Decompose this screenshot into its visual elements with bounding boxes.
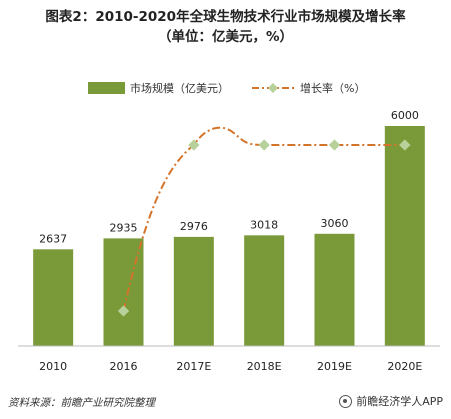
brand-logo-icon — [339, 394, 353, 408]
source-note: 资料来源：前瞻产业研究院整理 — [8, 397, 155, 409]
bar-value-label: 2637 — [39, 232, 67, 245]
bar-2016 — [103, 238, 144, 346]
legend-label-line: 增长率（%） — [300, 81, 365, 95]
bar-value-label: 6000 — [391, 109, 419, 122]
bar-value-label: 3018 — [250, 218, 278, 231]
bar-value-label: 2976 — [180, 220, 208, 233]
x-tick-label: 2018E — [247, 360, 282, 373]
x-tick-label: 2017E — [176, 360, 211, 373]
brand-label: 前瞻经济学人APP — [356, 395, 443, 408]
x-tick-label: 2019E — [317, 360, 352, 373]
bar-value-label: 2935 — [110, 221, 138, 234]
chart-title: 图表2：2010-2020年全球生物技术行业市场规模及增长率 — [45, 9, 406, 25]
brand-credit: 前瞻经济学人APP — [339, 393, 443, 409]
bar-2017E — [173, 236, 214, 346]
legend-label-bar: 市场规模（亿美元） — [130, 81, 229, 95]
growth-rate-point — [188, 139, 200, 151]
bar-2020E — [384, 126, 425, 346]
growth-rate-point — [328, 139, 341, 151]
legend-marker-line — [268, 83, 278, 93]
bar-value-label: 3060 — [321, 217, 349, 230]
growth-rate-point — [399, 139, 411, 151]
growth-rate-point — [258, 139, 270, 151]
legend-swatch-bar — [88, 82, 125, 94]
chart-subtitle: （单位：亿美元，%） — [157, 29, 294, 45]
x-tick-label: 2020E — [387, 360, 422, 373]
bar-2018E — [244, 235, 285, 346]
growth-rate-line — [122, 126, 405, 312]
x-tick-label: 2010 — [39, 360, 67, 373]
x-tick-label: 2016 — [110, 360, 138, 373]
bar-2019E — [314, 233, 355, 346]
bar-2010 — [33, 249, 74, 346]
